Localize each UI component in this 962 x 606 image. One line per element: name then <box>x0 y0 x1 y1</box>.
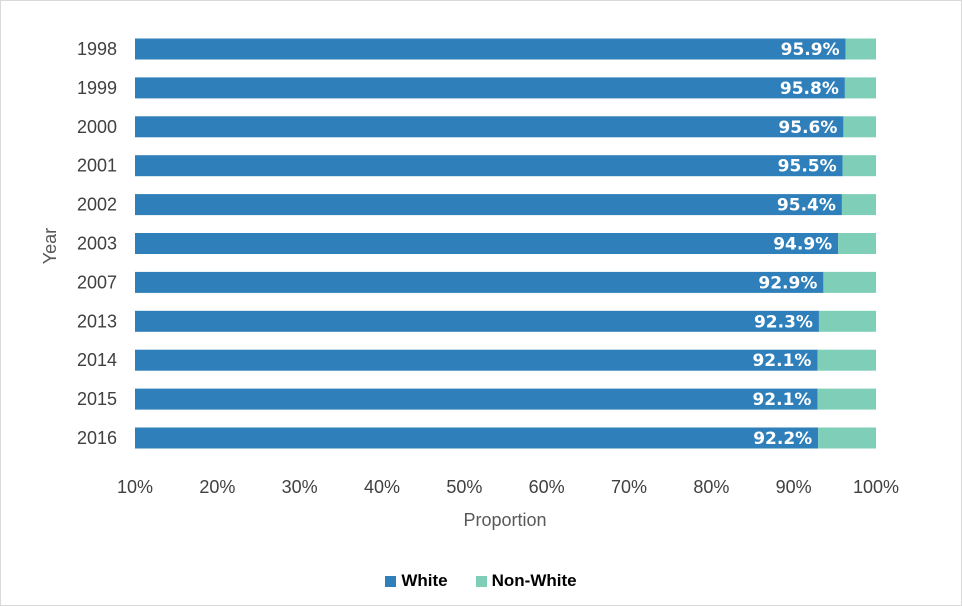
y-tick-label-2016: 2016 <box>77 428 117 448</box>
legend-swatch-non-white <box>475 575 487 587</box>
x-tick-label-20pct: 20% <box>199 477 235 497</box>
x-tick-label-70pct: 70% <box>611 477 647 497</box>
bar-white-1999 <box>135 77 845 99</box>
x-tick-label-100pct: 100% <box>853 477 899 497</box>
bar-non-white-2002 <box>841 194 876 216</box>
y-tick-label-2002: 2002 <box>77 195 117 215</box>
data-label-1999: 95.8% <box>780 79 839 99</box>
x-tick-label-80pct: 80% <box>693 477 729 497</box>
bar-white-2014 <box>135 349 818 371</box>
y-tick-label-2001: 2001 <box>77 156 117 176</box>
y-tick-label-2003: 2003 <box>77 234 117 254</box>
x-axis-title: Proportion <box>463 510 546 530</box>
y-tick-label-2013: 2013 <box>77 311 117 331</box>
bar-non-white-2003 <box>838 233 876 254</box>
bar-white-2003 <box>135 233 839 254</box>
bar-non-white-2016 <box>818 427 876 449</box>
legend-label-white: White <box>401 571 448 590</box>
bar-non-white-2015 <box>817 388 876 410</box>
bar-white-2001 <box>135 155 843 177</box>
bar-white-2015 <box>135 388 818 410</box>
x-tick-label-40pct: 40% <box>364 477 400 497</box>
bars-group: 95.9% 95.8% 95.6% 95.5% 95.4% 94.9% 92.9% 92.3%… <box>135 38 876 449</box>
data-label-2007: 92.9% <box>758 273 817 293</box>
x-tick-label-50pct: 50% <box>446 477 482 497</box>
bar-white-2016 <box>135 427 819 449</box>
y-tick-label-1998: 1998 <box>77 39 117 59</box>
data-label-2013: 92.3% <box>754 312 813 332</box>
bar-non-white-2014 <box>817 349 876 371</box>
data-label-2016: 92.2% <box>753 429 812 449</box>
y-tick-label-2015: 2015 <box>77 389 117 409</box>
bar-white-2007 <box>135 271 824 293</box>
legend: White Non-White <box>1 571 961 591</box>
y-tick-labels: 1998 1999 2000 2001 2002 2003 2007 2013 2014 2015… <box>77 39 117 448</box>
x-tick-labels: 10% 20% 30% 40% 50% 60% 70% 80% 90% 100% <box>117 477 899 497</box>
data-label-2015: 92.1% <box>752 390 811 410</box>
legend-item-non-white: Non-White <box>475 571 577 591</box>
bar-white-2013 <box>135 310 819 332</box>
data-label-2000: 95.6% <box>778 118 837 138</box>
bar-white-2000 <box>135 116 844 138</box>
legend-item-white: White <box>385 571 448 591</box>
y-tick-label-1999: 1999 <box>77 78 117 98</box>
bar-white-2002 <box>135 194 842 216</box>
x-tick-label-30pct: 30% <box>282 477 318 497</box>
bar-non-white-1999 <box>844 77 876 99</box>
data-label-2002: 95.4% <box>777 196 836 216</box>
bar-non-white-2013 <box>818 310 876 332</box>
x-tick-label-90pct: 90% <box>776 477 812 497</box>
bar-non-white-1998 <box>845 38 876 60</box>
data-label-2003: 94.9% <box>773 235 832 255</box>
y-tick-label-2000: 2000 <box>77 117 117 137</box>
bar-non-white-2001 <box>842 155 876 177</box>
y-tick-label-2014: 2014 <box>77 350 117 370</box>
legend-swatch-white <box>385 575 397 587</box>
bar-non-white-2000 <box>843 116 876 138</box>
data-label-2001: 95.5% <box>778 157 837 177</box>
y-tick-label-2007: 2007 <box>77 272 117 292</box>
legend-label-non-white: Non-White <box>491 571 577 590</box>
data-label-2014: 92.1% <box>752 351 811 371</box>
y-axis-title: Year <box>40 228 60 264</box>
bar-white-1998 <box>135 38 846 60</box>
data-label-1998: 95.9% <box>781 40 840 60</box>
bar-non-white-2007 <box>823 271 876 293</box>
x-tick-label-10pct: 10% <box>117 477 153 497</box>
x-tick-label-60pct: 60% <box>529 477 565 497</box>
